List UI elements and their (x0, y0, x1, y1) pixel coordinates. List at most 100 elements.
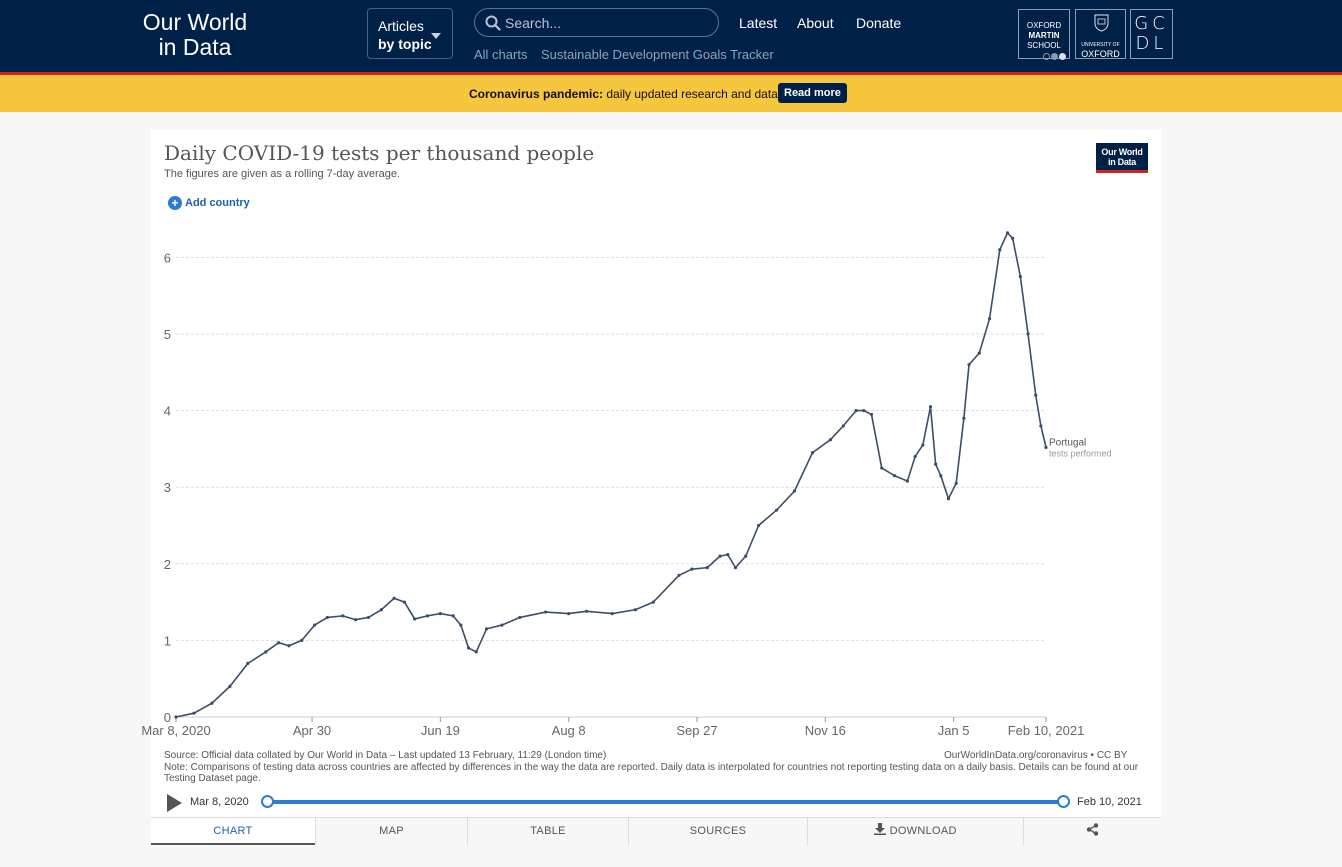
data-point (354, 618, 358, 622)
x-tick-label: Feb 10, 2021 (1008, 723, 1085, 738)
oms-line3: SCHOOL (1027, 41, 1061, 50)
data-point (862, 409, 866, 413)
tab-sources[interactable]: SOURCES (628, 818, 807, 845)
oxford-crest-icon (1094, 14, 1109, 32)
data-point (567, 611, 571, 616)
data-point (413, 617, 417, 621)
note-text: Note: Comparisons of testing data across… (164, 761, 1139, 785)
data-point (459, 623, 463, 627)
x-tick-label: Jun 19 (421, 723, 460, 738)
data-point (1011, 236, 1015, 240)
banner-text: Coronavirus pandemic: daily updated rese… (469, 87, 781, 101)
timeline-end-label: Feb 10, 2021 (1077, 796, 1142, 808)
search-placeholder: Search... (505, 15, 562, 31)
nav-donate[interactable]: Donate (856, 15, 902, 31)
gcdl-g: G (1134, 13, 1153, 34)
gcdl-l: L (1153, 33, 1168, 54)
plus-icon: + (168, 196, 182, 210)
y-tick-label: 1 (164, 633, 171, 648)
data-point (892, 474, 897, 478)
search-icon (485, 15, 501, 31)
read-more-button[interactable]: Read more (778, 83, 847, 103)
data-point (500, 623, 504, 627)
add-country-label: Add country (185, 197, 250, 209)
oms-dots (1043, 53, 1069, 61)
timeline-start-handle[interactable] (261, 795, 274, 808)
data-point (300, 638, 304, 643)
chart-footer: Source: Official data collated by Our Wo… (164, 750, 1144, 785)
header-accent-line (0, 72, 1342, 75)
oxford-line2: OXFORD (1081, 49, 1120, 59)
oxford-martin-school-logo[interactable]: OXFORD MARTIN SCHOOL (1018, 9, 1070, 61)
data-point (792, 489, 797, 493)
data-point (946, 497, 951, 501)
data-point (828, 438, 833, 442)
data-point (325, 615, 330, 620)
x-tick-label: Nov 16 (805, 723, 846, 738)
data-point (246, 661, 250, 665)
data-point (264, 650, 268, 654)
articles-by-topic-button[interactable]: Articles by topic (367, 8, 453, 59)
data-point (756, 523, 761, 528)
data-point (1005, 231, 1010, 235)
x-tick-label: Sep 27 (676, 723, 717, 738)
owid-logo[interactable]: Our World in Data (139, 10, 251, 60)
tab-map[interactable]: MAP (315, 818, 467, 845)
chart-title: Daily COVID-19 tests per thousand people (164, 141, 595, 165)
y-tick-label: 3 (164, 480, 171, 495)
data-point (939, 474, 943, 478)
y-tick-label: 4 (164, 404, 171, 419)
data-point (484, 627, 489, 631)
data-point (690, 567, 694, 571)
series-sublabel: tests performed (1049, 448, 1112, 458)
gcdl-c: C (1152, 13, 1169, 34)
play-icon[interactable] (167, 794, 182, 812)
data-point (287, 644, 291, 648)
data-point (651, 600, 655, 604)
x-tick-label: Aug 8 (552, 723, 586, 738)
chart-subtitle: The figures are given as a rolling 7-day… (164, 168, 401, 180)
add-country-button[interactable]: + Add country (168, 196, 250, 210)
gcdl-logo[interactable]: GC DL (1130, 9, 1173, 59)
data-point (610, 611, 614, 616)
data-point (379, 608, 383, 612)
nav-latest[interactable]: Latest (739, 15, 778, 31)
download-label: DOWNLOAD (889, 825, 957, 837)
logo-line2: in Data (158, 34, 232, 60)
x-tick-label: Mar 8, 2020 (141, 723, 210, 738)
tab-table[interactable]: TABLE (467, 818, 628, 845)
data-point (928, 405, 933, 409)
nav-about[interactable]: About (797, 15, 834, 31)
data-point (392, 596, 396, 600)
data-point (987, 317, 992, 321)
data-point (977, 351, 981, 355)
university-of-oxford-logo[interactable]: UNIVERSITY OF OXFORD (1075, 9, 1126, 59)
badge-line1: Our World (1101, 147, 1143, 157)
data-point (934, 462, 938, 466)
oms-line2: MARTIN (1028, 31, 1060, 40)
tab-share[interactable] (1023, 818, 1161, 845)
data-point (543, 610, 548, 614)
timeline-end-handle[interactable] (1057, 795, 1070, 808)
tab-download[interactable]: DOWNLOAD (807, 818, 1023, 845)
data-point (718, 554, 722, 558)
oxford-line1: UNIVERSITY OF (1081, 42, 1120, 48)
timeline-slider[interactable] (267, 800, 1063, 804)
data-point (341, 614, 345, 618)
data-point (841, 424, 845, 428)
data-point (1018, 274, 1022, 279)
data-point (192, 711, 196, 715)
tab-chart[interactable]: CHART (151, 818, 315, 845)
timeline-start-label: Mar 8, 2020 (190, 796, 249, 808)
license-link[interactable]: OurWorldInData.org/coronavirus • CC BY (944, 750, 1128, 761)
data-point (1026, 332, 1030, 336)
subnav-all-charts[interactable]: All charts (474, 47, 528, 62)
owid-badge-logo[interactable]: Our World in Data (1096, 143, 1148, 173)
data-point (869, 412, 874, 417)
subnav-sdg-tracker[interactable]: Sustainable Development Goals Tracker (541, 47, 774, 62)
search-input[interactable]: Search... (474, 8, 719, 37)
y-tick-label: 2 (164, 557, 171, 572)
chevron-down-icon (431, 33, 441, 39)
data-point (726, 553, 730, 557)
